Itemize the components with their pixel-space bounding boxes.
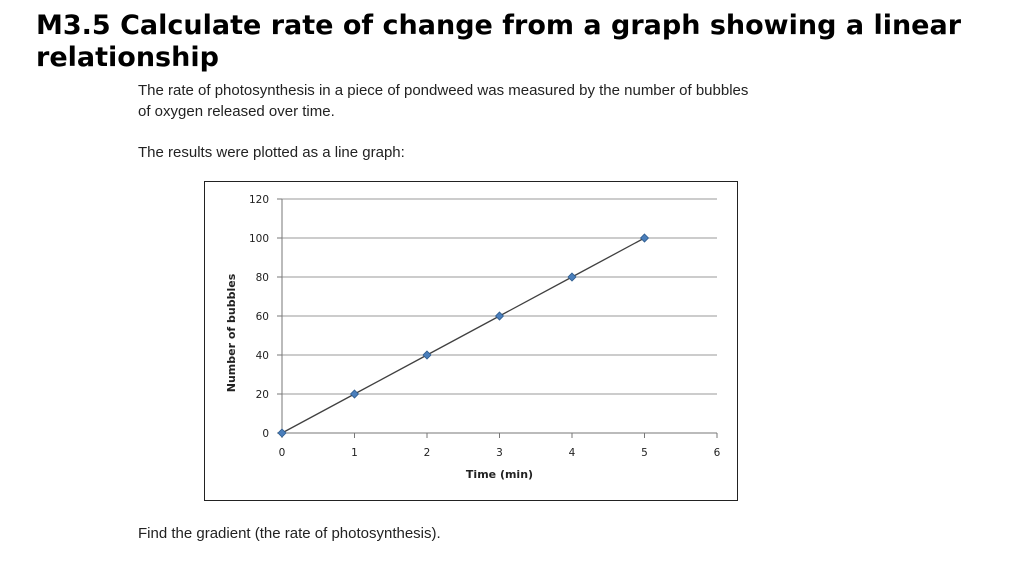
x-tick-label-6: 6 (714, 447, 721, 459)
data-point-5 (639, 233, 650, 243)
data-point-4 (567, 272, 577, 282)
axes (277, 198, 718, 438)
y-tick-label-120: 120 (249, 194, 269, 206)
gridlines (282, 198, 717, 395)
x-tick-label-5: 5 (641, 447, 648, 459)
x-tick-label-3: 3 (496, 447, 503, 459)
x-axis-title: Time (min) (466, 468, 533, 481)
x-tick-label-1: 1 (351, 447, 358, 459)
series-line (281, 237, 645, 434)
series (277, 233, 650, 438)
data-point-0 (277, 428, 287, 438)
y-tick-label-20: 20 (256, 389, 269, 401)
line-chart: 0 20 40 60 80 100 120 0 1 2 3 4 5 6 Time (min) Number… (204, 181, 738, 501)
slide-title: M3.5 Calculate rate of change from a gra… (36, 10, 962, 73)
x-tick-label-2: 2 (424, 447, 431, 459)
y-axis-title: Number of bubbles (225, 273, 238, 392)
data-point-2 (422, 350, 432, 360)
tick-labels: 0 20 40 60 80 100 120 0 1 2 3 4 5 6 (249, 194, 721, 459)
intro-line-2: of oxygen released over time. (138, 103, 335, 120)
chart-svg: 0 20 40 60 80 100 120 0 1 2 3 4 5 6 Time (min) Number… (225, 194, 721, 481)
results-text: The results were plotted as a line graph… (138, 144, 405, 161)
y-tick-label-0: 0 (262, 428, 269, 440)
data-point-3 (494, 311, 505, 321)
y-tick-label-100: 100 (249, 233, 269, 245)
question-text: Find the gradient (the rate of photosynt… (138, 525, 441, 542)
intro-text: The rate of photosynthesis in a piece of… (138, 80, 838, 122)
y-tick-label-40: 40 (256, 350, 269, 362)
y-tick-label-80: 80 (256, 272, 269, 284)
x-tick-label-0: 0 (279, 447, 286, 459)
y-tick-label-60: 60 (256, 311, 269, 323)
intro-line-1: The rate of photosynthesis in a piece of… (138, 82, 749, 99)
x-tick-label-4: 4 (569, 447, 576, 459)
data-point-1 (349, 389, 360, 399)
